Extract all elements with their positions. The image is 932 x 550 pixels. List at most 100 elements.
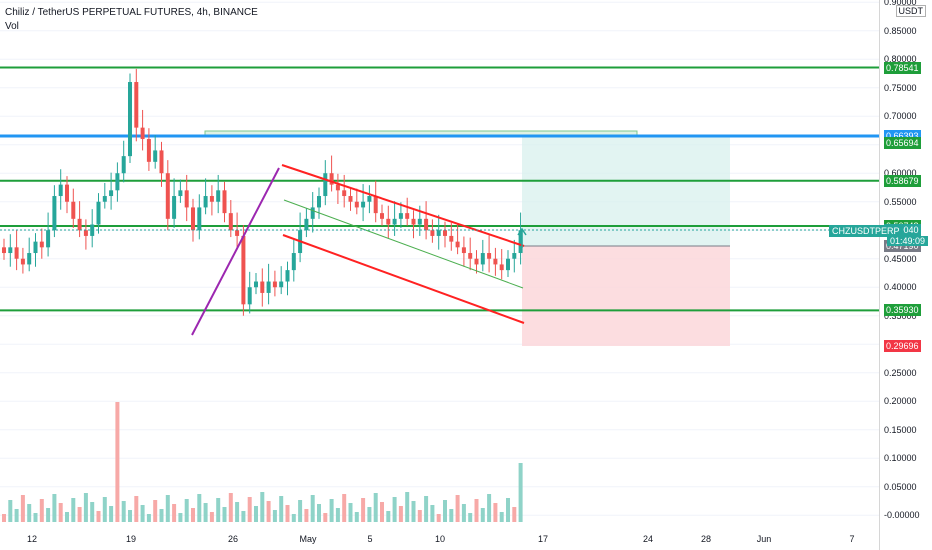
candle-body bbox=[380, 213, 384, 219]
candle-body bbox=[134, 82, 139, 128]
candle-body bbox=[235, 230, 240, 236]
candle-body bbox=[304, 218, 309, 231]
candle-body bbox=[443, 230, 447, 236]
volume-bar bbox=[134, 496, 139, 522]
trend-line-purple bbox=[191, 167, 280, 336]
price-tick: 0.85000 bbox=[884, 25, 917, 36]
time-tick: 10 bbox=[435, 534, 445, 544]
candle-body bbox=[27, 253, 32, 265]
ticker-badge: CHZUSDTPERP bbox=[829, 225, 903, 237]
candle-body bbox=[279, 281, 284, 288]
target-zone bbox=[522, 136, 730, 246]
candle-body bbox=[228, 213, 233, 231]
price-tick: 0.80000 bbox=[884, 54, 917, 65]
volume-bar bbox=[191, 508, 195, 522]
volume-bar bbox=[430, 505, 435, 522]
volume-bar bbox=[33, 513, 38, 522]
volume-bar bbox=[222, 507, 227, 522]
level-lines bbox=[0, 66, 880, 312]
volume-bar bbox=[8, 500, 13, 522]
volume-bar bbox=[146, 514, 151, 522]
volume-bar bbox=[493, 503, 498, 522]
candle-body bbox=[128, 82, 132, 157]
level-label: 0.29696 bbox=[884, 339, 921, 352]
candle-body bbox=[266, 281, 271, 293]
price-tick: 0.25000 bbox=[884, 367, 917, 378]
candle-body bbox=[184, 190, 189, 208]
volume-bar bbox=[228, 493, 233, 522]
price-axis[interactable]: USDT 0.90000 0.85000 0.80000 0.75000 0.70000… bbox=[879, 0, 932, 550]
volume-bar bbox=[203, 503, 208, 522]
level-label: 0.58679 bbox=[884, 174, 921, 187]
candle-body bbox=[159, 150, 164, 174]
volume-bar bbox=[77, 507, 82, 522]
candle-body bbox=[398, 213, 403, 219]
time-tick: 19 bbox=[126, 534, 136, 544]
price-tick: 0.40000 bbox=[884, 282, 917, 293]
volume-bar bbox=[159, 509, 164, 522]
candle-body bbox=[115, 173, 120, 191]
volume-bar bbox=[323, 513, 328, 522]
candle-body bbox=[361, 201, 366, 208]
price-tick: 0.10000 bbox=[884, 453, 917, 464]
volume-bar bbox=[291, 514, 296, 522]
candle-body bbox=[285, 270, 290, 282]
candle-body bbox=[468, 253, 473, 259]
candle-body bbox=[493, 258, 498, 265]
volume-bar bbox=[461, 504, 466, 522]
volume-bar bbox=[342, 494, 347, 522]
candle-body bbox=[241, 235, 246, 305]
time-tick: May bbox=[299, 534, 317, 544]
volume-bar bbox=[58, 503, 63, 522]
candle-body bbox=[272, 281, 277, 288]
volume-bar bbox=[121, 501, 126, 522]
price-tick: 0.15000 bbox=[884, 424, 917, 435]
candle-body bbox=[512, 253, 517, 259]
time-tick: 12 bbox=[27, 534, 37, 544]
price-tick: 0.60000 bbox=[884, 168, 917, 179]
time-tick: 28 bbox=[701, 534, 711, 544]
candle-body bbox=[499, 264, 504, 271]
candle-body bbox=[518, 230, 523, 254]
volume-bar bbox=[115, 402, 120, 522]
volume-bar bbox=[14, 509, 19, 522]
candle-body bbox=[430, 230, 435, 236]
candle-body bbox=[474, 258, 479, 265]
volume-bar bbox=[172, 504, 177, 522]
volume-bar bbox=[90, 502, 95, 522]
volume-bar bbox=[153, 500, 158, 522]
volume-bar bbox=[443, 500, 447, 522]
volume-bar bbox=[197, 494, 202, 522]
candle-body bbox=[487, 253, 492, 259]
volume-bar bbox=[184, 499, 189, 522]
volume-bar bbox=[298, 500, 303, 522]
volume-bar bbox=[109, 506, 114, 522]
time-tick: 17 bbox=[538, 534, 548, 544]
volume-bar bbox=[348, 503, 353, 522]
volume-bar bbox=[140, 505, 145, 522]
candle-body bbox=[96, 201, 101, 225]
volume-bar bbox=[178, 513, 183, 522]
price-tick: -0.00000 bbox=[884, 510, 920, 521]
candle-body bbox=[58, 184, 63, 197]
volume-bar bbox=[235, 502, 240, 522]
candles bbox=[2, 68, 523, 316]
volume-bar bbox=[518, 463, 523, 522]
candle-body bbox=[480, 253, 485, 265]
volume-bar bbox=[102, 497, 107, 522]
price-tick: 0.75000 bbox=[884, 82, 917, 93]
candle-body bbox=[46, 230, 51, 248]
volume-bar bbox=[71, 498, 76, 522]
candle-body bbox=[367, 196, 372, 202]
volume-bar bbox=[424, 496, 429, 522]
volume-bar bbox=[20, 495, 25, 522]
volume-bar bbox=[487, 494, 492, 522]
candle-body bbox=[392, 218, 397, 225]
level-label: 0.35930 bbox=[884, 304, 921, 317]
volume-bar bbox=[329, 499, 334, 522]
volume-bar bbox=[335, 508, 340, 522]
currency-label[interactable]: USDT bbox=[895, 5, 926, 17]
candle-body bbox=[197, 207, 202, 231]
candle-body bbox=[8, 247, 13, 254]
